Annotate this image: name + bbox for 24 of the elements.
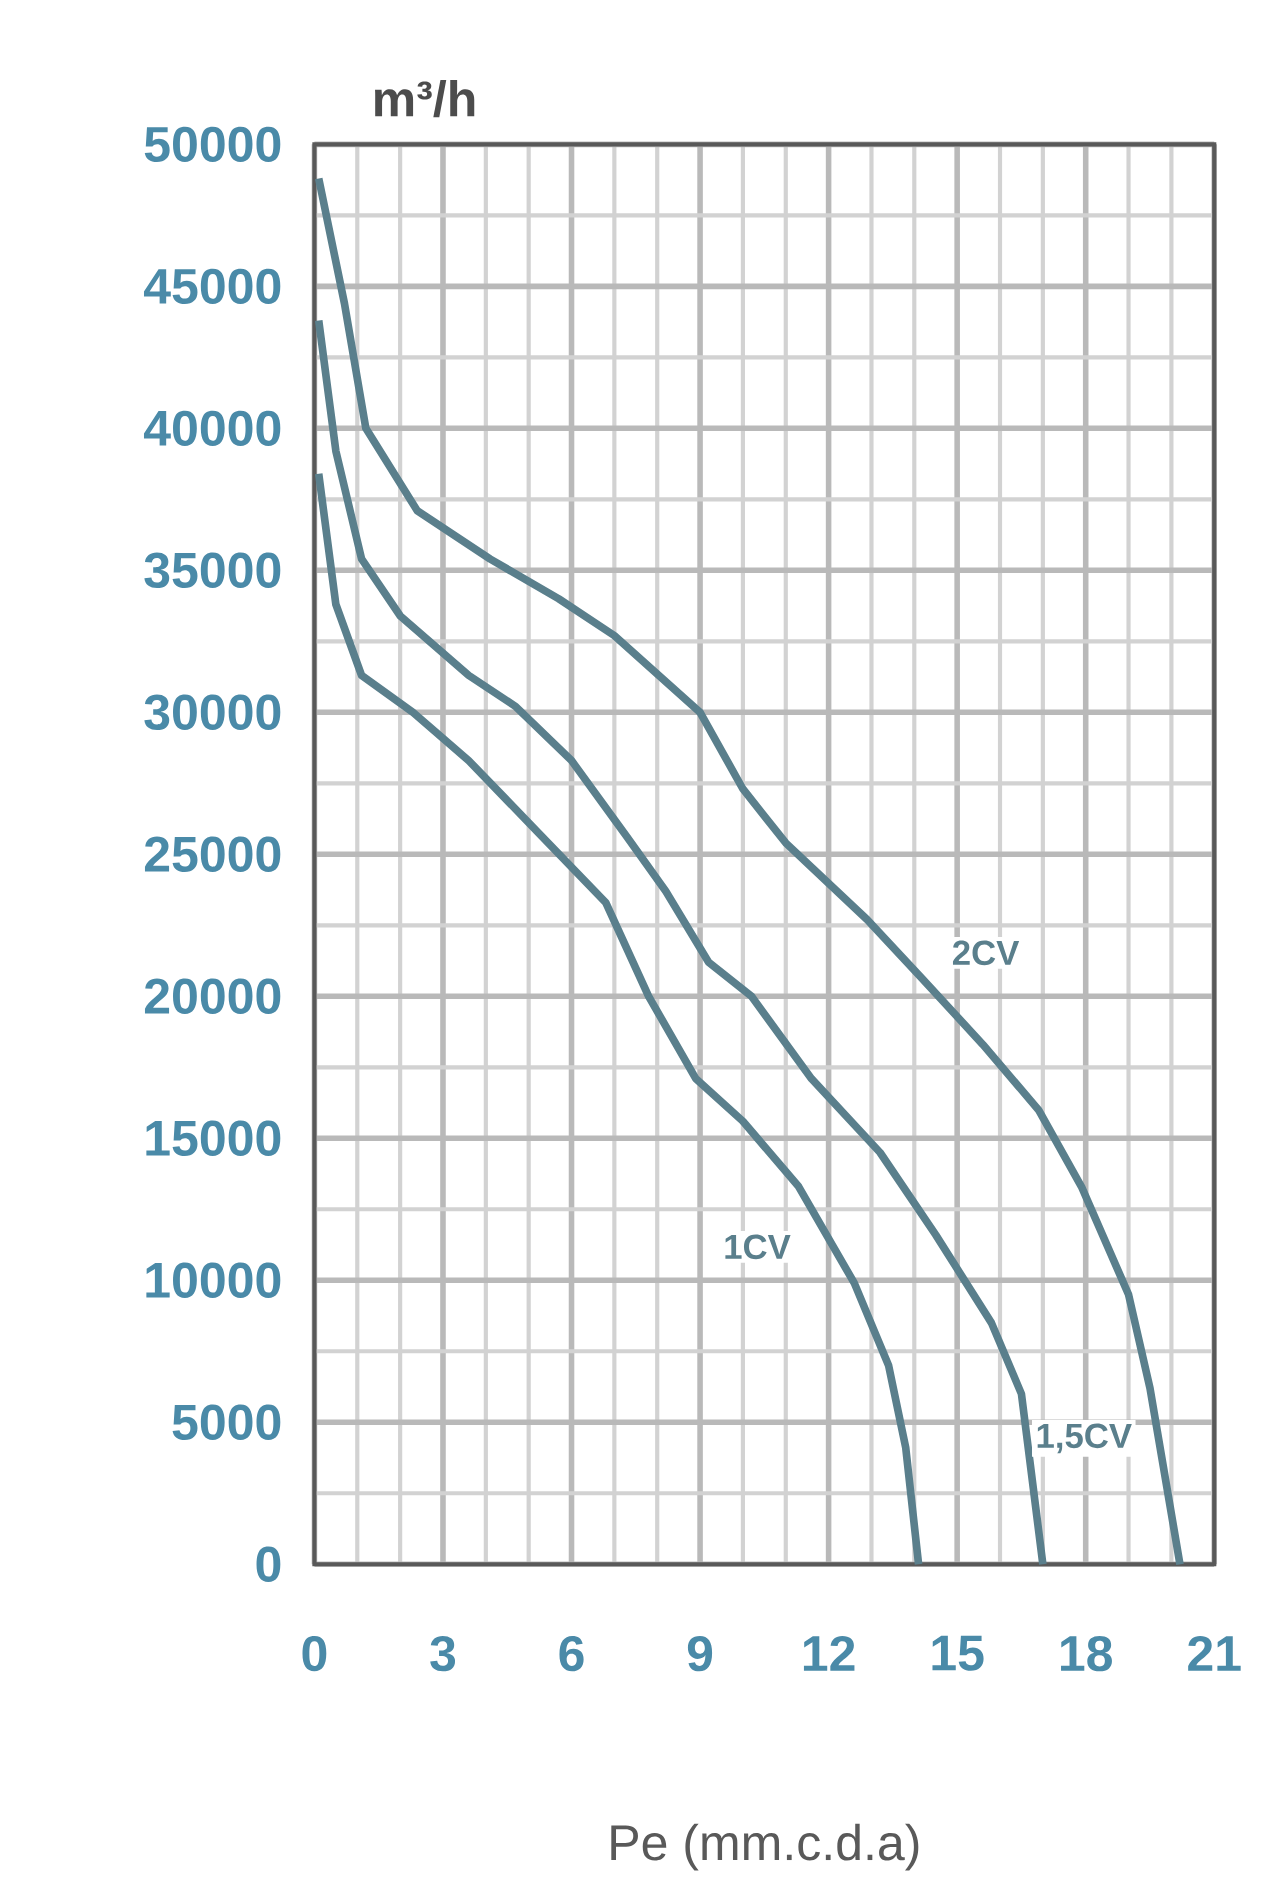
y-tick-label: 15000 (146, 1120, 281, 1157)
x-tick-label: 6 (559, 1635, 584, 1672)
y-tick-label: 10000 (146, 1262, 281, 1298)
x-tick-label: 18 (1061, 1635, 1113, 1672)
x-tick-label: 9 (688, 1635, 713, 1672)
series-label: 1,5CV (1037, 1423, 1132, 1454)
y-tick-label: 30000 (144, 694, 281, 731)
x-tick-label: 3 (430, 1635, 456, 1672)
y-axis-title: m³/h (375, 80, 475, 118)
y-tick-label: 0 (256, 1546, 281, 1582)
series-label: 2CV (953, 940, 1020, 966)
x-axis-title: Pe (mm.c.d.a) (611, 1823, 919, 1871)
x-tick-label: 0 (302, 1635, 327, 1672)
y-tick-label: 5000 (172, 1404, 281, 1440)
y-tick-label: 50000 (144, 126, 281, 163)
x-tick-label: 21 (1188, 1635, 1241, 1671)
y-tick-label: 25000 (145, 836, 281, 873)
y-tick-label: 40000 (144, 410, 281, 447)
x-tick-label: 15 (932, 1635, 984, 1671)
y-tick-label: 35000 (144, 552, 281, 589)
x-tick-label: 12 (804, 1635, 855, 1671)
y-tick-label: 45000 (144, 268, 281, 305)
y-tick-label: 20000 (145, 978, 281, 1015)
series-label: 1CV (725, 1234, 791, 1260)
